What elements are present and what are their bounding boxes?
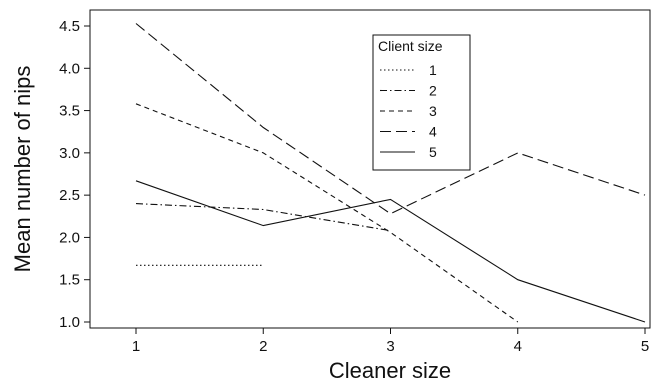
y-tick-label: 4.5 <box>59 18 80 35</box>
legend-label-2: 2 <box>429 83 437 99</box>
y-tick-label: 1.5 <box>59 272 80 289</box>
y-axis: 1.0 1.5 2.0 2.5 3.0 3.5 4.0 4.5 <box>59 18 90 331</box>
x-tick-label: 4 <box>514 338 522 355</box>
series-lines <box>135 23 646 323</box>
x-tick-label: 1 <box>132 338 140 355</box>
legend-box <box>372 34 471 171</box>
x-axis: 1 2 3 4 5 <box>132 328 649 355</box>
x-tick-label: 3 <box>386 338 394 355</box>
series-line-2 <box>135 203 391 232</box>
y-tick-label: 3.5 <box>59 103 80 120</box>
y-tick-label: 2.5 <box>59 187 80 204</box>
legend-label-3: 3 <box>429 103 437 119</box>
legend-label-5: 5 <box>429 144 437 160</box>
y-axis-title: Mean number of nips <box>10 66 35 273</box>
series-line-4 <box>135 23 646 215</box>
series-line-3 <box>135 103 519 323</box>
legend-items: 1 2 3 4 5 <box>380 62 437 160</box>
plot-frame <box>89 9 651 329</box>
y-tick-label: 1.0 <box>59 314 80 331</box>
y-tick-label: 3.0 <box>59 145 80 162</box>
legend: Client size 1 2 3 4 5 <box>372 34 471 171</box>
x-axis-title: Cleaner size <box>329 358 451 383</box>
y-tick-label: 2.0 <box>59 229 80 246</box>
legend-label-1: 1 <box>429 62 437 78</box>
x-tick-label: 2 <box>259 338 267 355</box>
x-tick-label: 5 <box>641 338 649 355</box>
series-line-5 <box>135 180 646 323</box>
y-tick-label: 4.0 <box>59 60 80 77</box>
legend-label-4: 4 <box>429 124 437 140</box>
legend-title: Client size <box>378 38 443 54</box>
